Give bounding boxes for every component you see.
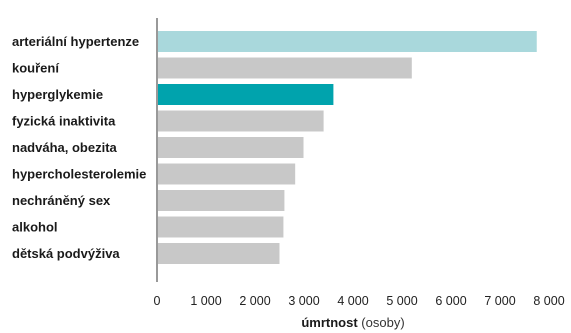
bar-0 (158, 31, 537, 52)
x-axis-title: úmrtnost (osoby) (301, 315, 404, 330)
bars-layer (158, 31, 537, 264)
x-tick-label-8: 8 000 (533, 294, 564, 308)
bar-3 (158, 110, 324, 132)
bar-2 (158, 84, 334, 105)
bar-7 (158, 216, 284, 238)
x-tick-label-1: 1 000 (190, 294, 221, 308)
category-label-4: nadváha, obezita (12, 140, 118, 155)
x-axis-title-unit: (osoby) (358, 315, 405, 330)
category-label-1: kouření (12, 61, 59, 76)
bar-6 (158, 190, 285, 211)
x-tick-label-4: 4 000 (337, 294, 368, 308)
x-tick-label-6: 6 000 (435, 294, 466, 308)
category-label-5: hypercholesterolemie (12, 167, 146, 182)
x-axis-title-bold: úmrtnost (301, 315, 358, 330)
x-tick-label-3: 3 000 (288, 294, 319, 308)
category-label-3: fyzická inaktivita (12, 114, 116, 129)
bar-1 (158, 57, 412, 79)
category-label-2: hyperglykemie (12, 87, 103, 102)
x-tick-label-5: 5 000 (386, 294, 417, 308)
x-axis-ticks: 0 1 000 2 000 3 000 4 000 5 000 6 000 7 000 8 00… (154, 294, 565, 308)
bar-5 (158, 163, 296, 185)
bar-4 (158, 137, 304, 158)
category-label-8: dětská podvýživa (12, 246, 120, 261)
x-tick-label-2: 2 000 (239, 294, 270, 308)
category-label-6: nechráněný sex (12, 193, 111, 208)
bar-8 (158, 243, 280, 264)
x-tick-label-7: 7 000 (484, 294, 515, 308)
category-label-0: arteriální hypertenze (12, 34, 139, 49)
x-tick-label-0: 0 (154, 294, 161, 308)
category-label-7: alkohol (12, 220, 58, 235)
category-labels: arteriální hypertenze kouření hyperglykemi… (12, 34, 146, 261)
